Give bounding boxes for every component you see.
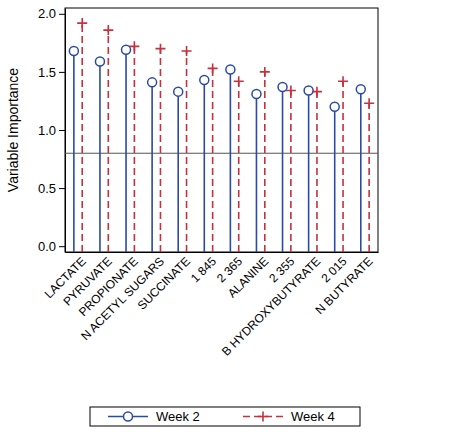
y-tick: 1.0 (38, 123, 65, 138)
needle-marker (252, 89, 261, 98)
needle-marker (312, 87, 322, 97)
needle-stem (282, 87, 284, 252)
y-tick-mark (59, 14, 65, 15)
needle-marker (148, 78, 157, 87)
y-axis-line (65, 9, 66, 253)
legend-box (90, 407, 360, 426)
legend-label: Week 2 (156, 409, 200, 424)
needle-stem (264, 72, 266, 252)
y-tick-label: 1.5 (38, 65, 56, 80)
needle-stem (160, 49, 162, 252)
x-axis-line (66, 252, 379, 253)
needle-marker (174, 87, 183, 96)
x-tick: ALANINE (225, 254, 271, 300)
legend-marker (124, 412, 133, 421)
y-tick-label: 2.0 (38, 6, 56, 21)
needle-stem (107, 30, 109, 252)
legend-marker (258, 412, 268, 422)
x-tick: B HYDROXYBUTYRATE (219, 254, 324, 359)
marks (69, 18, 374, 252)
needle-marker (304, 86, 313, 95)
needle-stem (334, 107, 336, 252)
needle-stem (186, 51, 188, 252)
needle-marker (69, 46, 78, 55)
needle-stem (125, 50, 127, 252)
x-tick: 1 845 (188, 254, 219, 285)
needle-marker (77, 18, 87, 28)
y-tick-label: 0.0 (38, 239, 56, 254)
chart: 0.0 0.5 1.0 1.5 2.0 LACTATEPYRUVATEPROPIONATE… (0, 0, 474, 442)
x-tick: SUCCINATE (135, 254, 193, 312)
x-tick-label: ALANINE (225, 254, 271, 300)
needle-marker (278, 83, 287, 92)
y-tick-label: 0.5 (38, 181, 56, 196)
y-tick-label: 1.0 (38, 123, 56, 138)
needle-stem (308, 90, 310, 252)
needle-stem (316, 92, 318, 252)
needle-stem (134, 46, 136, 252)
needle-stem (360, 89, 362, 252)
reference-line (65, 153, 378, 154)
needle-marker (103, 25, 113, 35)
y-tick-mark (59, 130, 65, 131)
needle-stem (73, 51, 75, 252)
x-tick-label: N BUTYRATE (313, 254, 376, 317)
y-tick-mark (59, 246, 65, 247)
needle-stem (99, 61, 101, 252)
plot-frame (65, 8, 378, 252)
y-tick: 1.5 (38, 65, 65, 80)
series (77, 18, 374, 252)
needle-marker (129, 41, 139, 51)
needle-stem (256, 94, 258, 252)
needle-marker (338, 76, 348, 86)
needle-marker (330, 102, 339, 111)
needle-marker (226, 65, 235, 74)
y-tick: 0.5 (38, 181, 65, 196)
needle-stem (290, 90, 292, 252)
needle-marker (155, 44, 165, 54)
needle-marker (122, 45, 131, 54)
needle-stem (212, 68, 214, 252)
series (69, 45, 365, 252)
y-tick: 0.0 (38, 239, 65, 254)
needle-stem (342, 81, 344, 252)
needle-stem (81, 23, 83, 252)
x-tick-label: 1 845 (188, 254, 219, 285)
needle-stem (230, 70, 232, 252)
y-axis: 0.0 0.5 1.0 1.5 2.0 (38, 6, 66, 253)
needle-marker (200, 76, 209, 85)
x-tick: N BUTYRATE (313, 254, 376, 317)
needle-stem (203, 80, 205, 252)
needle-marker (234, 76, 244, 86)
needle-stem (238, 81, 240, 252)
needle-marker (208, 63, 218, 73)
x-tick-label: B HYDROXYBUTYRATE (219, 254, 324, 359)
plot: 0.0 0.5 1.0 1.5 2.0 LACTATEPYRUVATEPROPIONATE… (38, 6, 379, 358)
needle-marker (260, 67, 270, 77)
needle-marker (364, 98, 374, 108)
needle-stem (177, 92, 179, 252)
y-tick-mark (59, 72, 65, 73)
y-tick: 2.0 (38, 6, 65, 21)
legend: Week 2 Week 4 (90, 407, 360, 426)
needle-stem (368, 103, 370, 252)
needle-marker (182, 46, 192, 56)
needle-marker (356, 85, 365, 94)
y-axis-title: Variable Importance (5, 68, 21, 192)
x-tick-label: SUCCINATE (135, 254, 193, 312)
y-tick-mark (59, 188, 65, 189)
legend-label: Week 4 (291, 409, 335, 424)
needle-marker (95, 57, 104, 66)
x-axis: LACTATEPYRUVATEPROPIONATEN ACETYL SUGARS… (42, 253, 379, 359)
needle-stem (151, 82, 153, 252)
needle-marker (286, 85, 296, 95)
